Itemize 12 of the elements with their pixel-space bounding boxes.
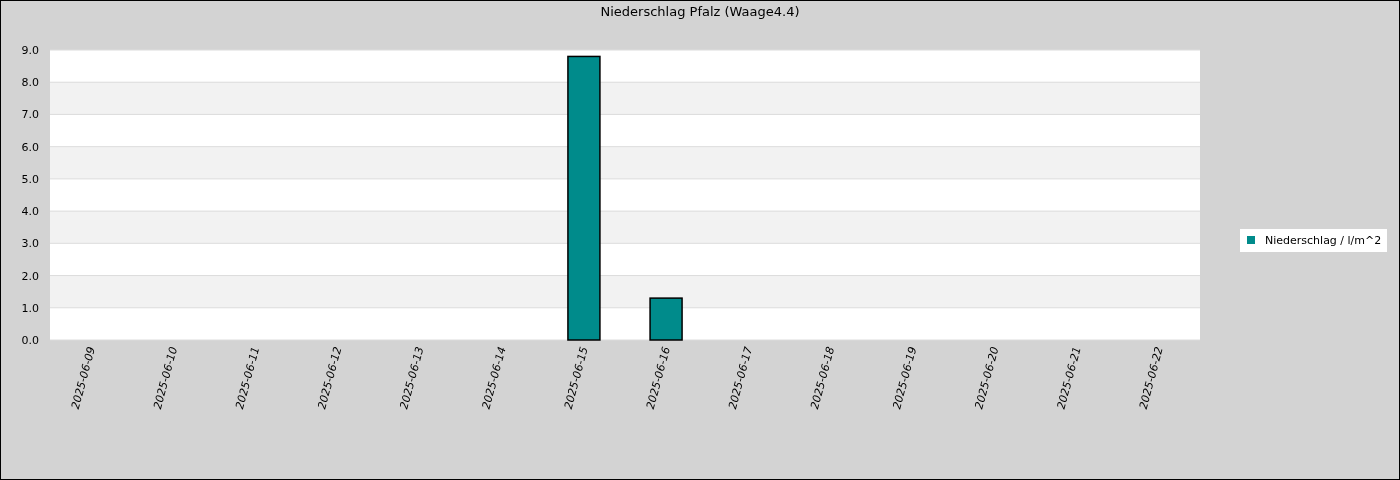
y-tick-label: 8.0 bbox=[21, 76, 39, 90]
y-tick-label: 3.0 bbox=[21, 237, 39, 251]
y-tick-label: 2.0 bbox=[21, 269, 39, 283]
y-tick-label: 1.0 bbox=[21, 301, 39, 315]
chart-title: Niederschlag Pfalz (Waage4.4) bbox=[600, 4, 800, 19]
y-tick-label: 5.0 bbox=[21, 172, 39, 186]
y-tick-label: 6.0 bbox=[21, 140, 39, 154]
y-tick-label: 9.0 bbox=[21, 44, 39, 57]
y-tick-label: 7.0 bbox=[21, 108, 39, 122]
y-tick-label: 4.0 bbox=[21, 205, 39, 219]
legend-label: Niederschlag / l/m^2 bbox=[1265, 234, 1382, 247]
y-tick-label: 0.0 bbox=[21, 334, 39, 347]
